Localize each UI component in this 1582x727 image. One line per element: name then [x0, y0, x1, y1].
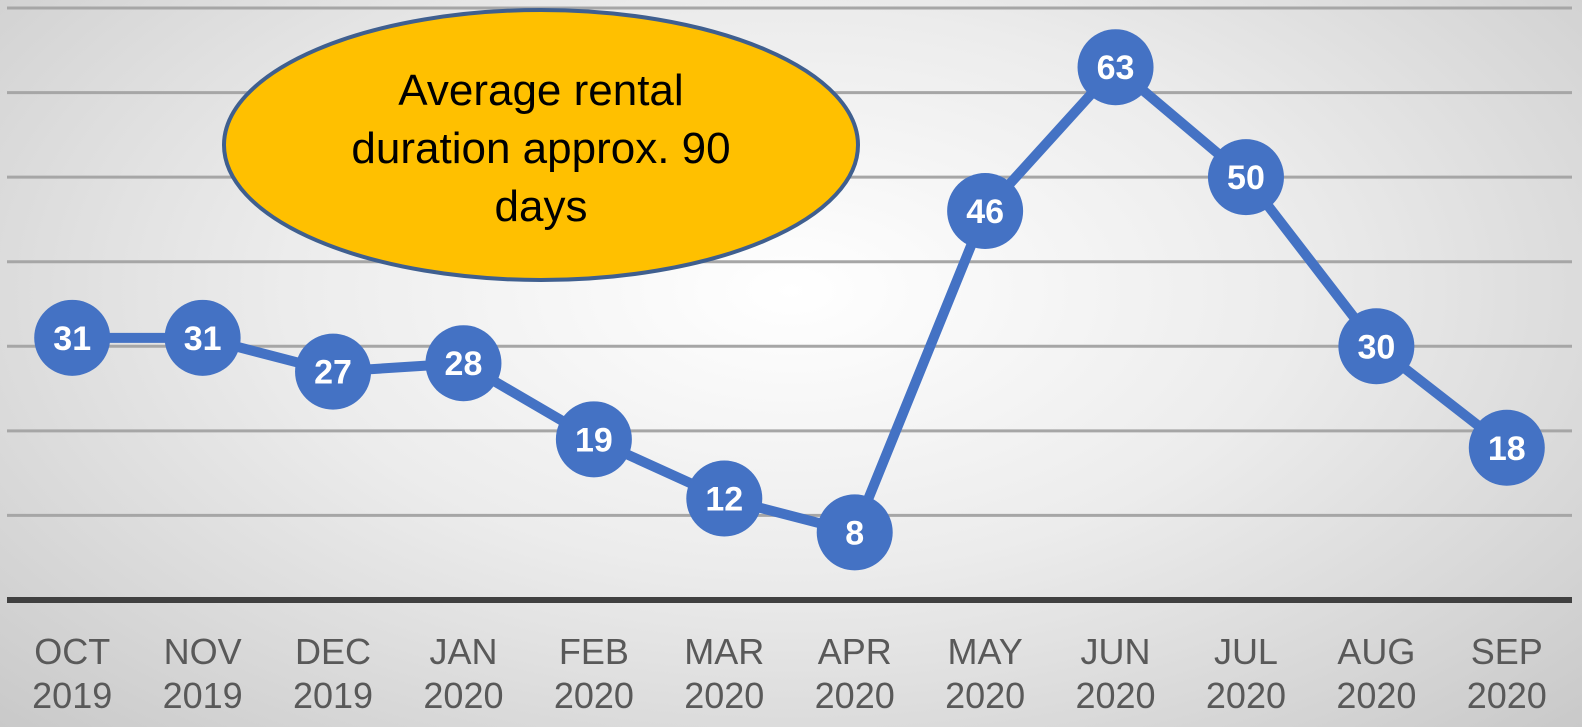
marker: [1338, 308, 1415, 385]
x-tick-label: JUL 2020: [1205, 631, 1286, 716]
data-label: 19: [575, 421, 613, 459]
marker: [295, 333, 372, 410]
annotation-bubble: [222, 8, 860, 282]
data-label: 27: [314, 354, 352, 392]
marker: [1077, 29, 1154, 106]
x-tick-label: NOV 2019: [162, 631, 243, 716]
data-label: 50: [1227, 159, 1265, 197]
data-label: 12: [705, 481, 743, 519]
x-tick-label: OCT 2019: [32, 631, 113, 716]
data-label: 28: [445, 345, 483, 383]
x-tick-label: APR 2020: [814, 631, 895, 716]
x-tick-label: FEB 2020: [553, 631, 634, 716]
data-label: 31: [53, 320, 91, 358]
marker: [34, 299, 111, 376]
x-tick-label: MAY 2020: [945, 631, 1026, 716]
data-label: 46: [966, 193, 1004, 231]
marker: [555, 401, 632, 478]
x-tick-label: DEC 2019: [292, 631, 374, 716]
marker: [164, 299, 241, 376]
annotation-text: Average rental duration approx. 90 days: [351, 66, 731, 231]
data-label: 63: [1097, 49, 1135, 87]
marker: [425, 325, 502, 402]
marker: [686, 460, 763, 537]
marker: [1468, 409, 1545, 486]
data-label: 8: [845, 514, 864, 552]
x-tick-label: MAR 2020: [684, 631, 765, 716]
marker: [1207, 139, 1284, 216]
data-label: 18: [1488, 430, 1526, 468]
x-tick-label: JUN 2020: [1075, 631, 1156, 716]
marker: [947, 172, 1024, 249]
data-label: 31: [184, 320, 222, 358]
x-tick-label: SEP 2020: [1466, 631, 1547, 716]
marker: [816, 494, 893, 571]
x-tick-label: JAN 2020: [423, 631, 504, 716]
data-label: 30: [1357, 328, 1395, 366]
x-tick-label: AUG 2020: [1336, 631, 1417, 716]
